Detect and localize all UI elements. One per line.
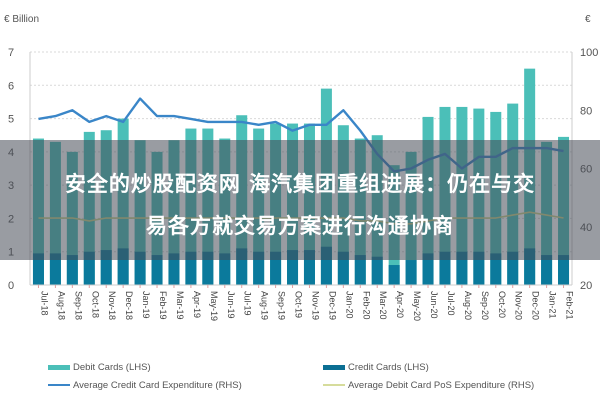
avg-credit-line-swatch-icon bbox=[48, 384, 70, 386]
x-axis-tick-label: Aug-20 bbox=[463, 291, 473, 320]
credit-cards-bar bbox=[371, 256, 383, 285]
x-axis-tick-label: Jun-19 bbox=[226, 291, 236, 319]
credit-cards-bar bbox=[253, 251, 265, 285]
headline-line-2: 易各方就交易方案进行沟通协商 bbox=[146, 214, 454, 238]
x-axis-tick-label: Feb-20 bbox=[361, 291, 371, 320]
credit-cards-bar bbox=[303, 250, 315, 285]
credit-cards-bar bbox=[541, 255, 553, 285]
x-axis-tick-label: Jun-20 bbox=[429, 291, 439, 319]
credit-cards-bar bbox=[439, 251, 451, 285]
credit-cards-bar bbox=[388, 265, 400, 285]
legend-item-avg-debit-pos: Average Debit Card PoS Expenditure (RHS) bbox=[323, 378, 534, 392]
x-axis-tick-label: Jan-21 bbox=[548, 291, 558, 319]
x-axis-tick-label: Sep-19 bbox=[277, 291, 287, 320]
credit-cards-bar bbox=[320, 246, 332, 285]
x-axis-tick-label: Sep-20 bbox=[480, 291, 490, 320]
x-axis-tick-label: Apr-20 bbox=[395, 291, 405, 318]
legend-label-credit-cards: Credit Cards (LHS) bbox=[348, 361, 429, 373]
legend-item-avg-credit: Average Credit Card Expenditure (RHS) bbox=[48, 378, 242, 392]
credit-cards-bar bbox=[473, 251, 485, 285]
credit-cards-bar bbox=[168, 253, 180, 285]
chart-legend: Debit Cards (LHS) Average Credit Card Ex… bbox=[0, 358, 600, 400]
avg-debit-line-swatch-icon bbox=[323, 384, 345, 386]
x-axis-tick-label: Oct-20 bbox=[497, 291, 507, 318]
x-axis-tick-label: Jul-19 bbox=[243, 291, 253, 316]
credit-cards-bar bbox=[422, 253, 434, 285]
credit-cards-bar bbox=[490, 253, 502, 285]
legend-item-debit-cards: Debit Cards (LHS) bbox=[48, 360, 151, 374]
credit-cards-bar bbox=[456, 251, 468, 285]
credit-cards-bar bbox=[202, 251, 214, 285]
credit-cards-bar bbox=[270, 251, 282, 285]
right-axis-tick: 100 bbox=[580, 47, 598, 59]
legend-item-credit-cards: Credit Cards (LHS) bbox=[323, 360, 429, 374]
credit-cards-bar bbox=[405, 260, 417, 285]
right-axis-unit-label: € bbox=[585, 14, 591, 25]
x-axis-tick-label: Apr-19 bbox=[192, 291, 202, 318]
x-axis-tick-label: Oct-18 bbox=[90, 291, 100, 318]
credit-cards-bar bbox=[185, 251, 197, 285]
left-axis-tick: 5 bbox=[8, 114, 14, 126]
legend-label-debit-cards: Debit Cards (LHS) bbox=[73, 361, 151, 373]
x-axis-tick-label: Nov-19 bbox=[310, 291, 320, 320]
x-axis-tick-label: May-19 bbox=[209, 291, 219, 321]
debit-cards-swatch-icon bbox=[48, 364, 70, 370]
credit-cards-bar bbox=[558, 255, 570, 285]
credit-cards-bar bbox=[134, 251, 146, 285]
x-axis-tick-label: Feb-19 bbox=[158, 291, 168, 320]
x-axis-tick-label: Mar-20 bbox=[378, 291, 388, 320]
credit-cards-bar bbox=[100, 250, 112, 285]
credit-cards-bar bbox=[49, 253, 61, 285]
right-axis-tick: 80 bbox=[580, 105, 592, 117]
axes: 0123456720406080100Jul-18Aug-18Sep-18Oct… bbox=[8, 47, 598, 321]
right-axis-tick: 20 bbox=[580, 280, 592, 292]
x-axis-tick-label: Dec-20 bbox=[531, 291, 541, 320]
legend-label-avg-debit-pos: Average Debit Card PoS Expenditure (RHS) bbox=[348, 379, 535, 391]
x-axis-tick-label: Jan-20 bbox=[344, 291, 354, 319]
credit-cards-bar bbox=[236, 248, 248, 285]
credit-cards-bar bbox=[219, 253, 231, 285]
x-axis-tick-label: Dec-18 bbox=[124, 291, 134, 320]
x-axis-tick-label: May-20 bbox=[412, 291, 422, 321]
left-axis-unit-label: € Billion bbox=[4, 14, 39, 25]
left-axis-tick: 6 bbox=[8, 80, 14, 92]
credit-cards-swatch-icon bbox=[323, 364, 345, 370]
credit-cards-bar bbox=[32, 253, 44, 285]
credit-cards-bar bbox=[151, 255, 163, 285]
x-axis-tick-label: Dec-19 bbox=[327, 291, 337, 320]
credit-cards-bar bbox=[524, 248, 536, 285]
credit-cards-bar bbox=[337, 251, 349, 285]
credit-cards-bar bbox=[117, 248, 129, 285]
x-axis-tick-label: Sep-18 bbox=[73, 291, 83, 320]
credit-cards-bar bbox=[83, 251, 95, 285]
left-axis-tick: 0 bbox=[8, 280, 14, 292]
credit-cards-bar bbox=[287, 250, 299, 285]
headline-line-1: 安全的炒股配资网 海汽集团重组进展：仍在与交 bbox=[64, 172, 536, 196]
headline-overlay-banner bbox=[0, 140, 600, 260]
x-axis-tick-label: Nov-18 bbox=[107, 291, 117, 320]
credit-cards-bar bbox=[66, 255, 78, 285]
x-axis-tick-label: Jul-18 bbox=[39, 291, 49, 316]
x-axis-tick-label: Mar-19 bbox=[175, 291, 185, 320]
left-axis-tick: 7 bbox=[8, 47, 14, 59]
x-axis-tick-label: Oct-19 bbox=[294, 291, 304, 318]
x-axis-tick-label: Jan-19 bbox=[141, 291, 151, 319]
x-axis-tick-label: Nov-20 bbox=[514, 291, 524, 320]
x-axis-tick-label: Feb-21 bbox=[565, 291, 575, 320]
credit-cards-bar bbox=[507, 251, 519, 285]
legend-label-avg-credit: Average Credit Card Expenditure (RHS) bbox=[73, 379, 242, 391]
credit-cards-bar bbox=[354, 255, 366, 285]
x-axis-tick-label: Aug-18 bbox=[56, 291, 66, 320]
x-axis-tick-label: Aug-19 bbox=[260, 291, 270, 320]
x-axis-tick-label: Jul-20 bbox=[446, 291, 456, 316]
